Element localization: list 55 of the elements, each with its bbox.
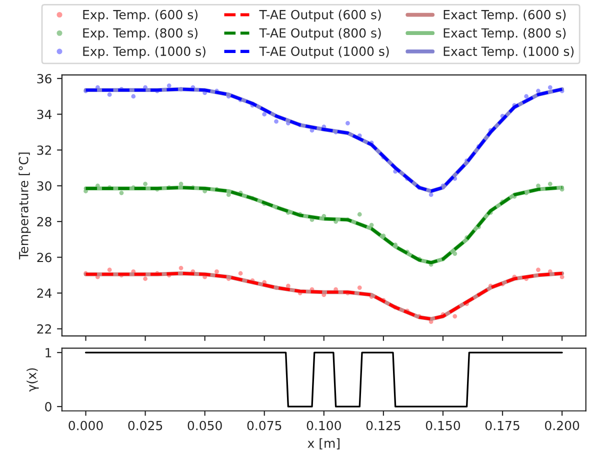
- point: [286, 284, 290, 288]
- point: [166, 83, 172, 88]
- legend-label: T-AE Output (600 s): [259, 10, 381, 22]
- legend-label: Exp. Temp. (600 s): [83, 10, 198, 22]
- y-tick-label: 28: [37, 217, 52, 226]
- x-axis-title: x [m]: [308, 438, 340, 450]
- x-tick-label: 0.175: [485, 420, 520, 430]
- point: [262, 112, 267, 116]
- point: [107, 268, 112, 272]
- y-tick-label: 22: [37, 324, 51, 334]
- y-tick-label: 26: [37, 252, 52, 262]
- legend-label: Exp. Temp. (800 s): [83, 28, 198, 40]
- legend-label: Exact Temp. (1000 s): [444, 46, 574, 58]
- point: [214, 269, 219, 274]
- point: [524, 94, 529, 99]
- y-tick-label: 32: [37, 145, 51, 155]
- point: [274, 119, 278, 124]
- point: [131, 94, 136, 99]
- y-axis-title: Temperature [°C]: [18, 152, 31, 260]
- y-tick-label: 30: [37, 181, 52, 191]
- legend-label: Exact Temp. (800 s): [444, 28, 566, 40]
- point: [536, 88, 540, 94]
- x-tick-label: 0.200: [544, 420, 580, 430]
- point: [357, 212, 362, 217]
- point: [548, 85, 552, 90]
- legend-label: Exact Temp. (600 s): [444, 10, 566, 22]
- point: [178, 266, 184, 270]
- y-axis-title: γ(x): [26, 368, 39, 392]
- point: [536, 268, 540, 272]
- point: [548, 182, 552, 186]
- x-tick-label: 0.150: [426, 420, 460, 430]
- y-tick-label: 24: [37, 288, 52, 298]
- y-tick-label: 1: [46, 348, 52, 358]
- x-tick-label: 0.000: [68, 420, 103, 430]
- point: [107, 92, 112, 97]
- x-tick-label: 0.050: [188, 420, 222, 430]
- point: [119, 190, 124, 196]
- point: [238, 271, 243, 276]
- point: [452, 314, 458, 318]
- point: [357, 285, 362, 290]
- x-tick-label: 0.100: [306, 420, 341, 430]
- point: [428, 192, 434, 197]
- y-tick-label: 0: [45, 402, 52, 412]
- x-tick-label: 0.075: [247, 420, 282, 430]
- y-tick-label: 36: [37, 74, 52, 84]
- y-tick-label: 34: [37, 110, 52, 120]
- x-tick-label: 0.025: [128, 420, 162, 430]
- legend-label: T-AE Output (800 s): [259, 28, 381, 40]
- x-tick-label: 0.125: [366, 420, 400, 430]
- point: [536, 184, 540, 188]
- legend-label: Exp. Temp. (1000 s): [83, 46, 206, 58]
- point: [346, 120, 350, 126]
- point: [143, 276, 148, 281]
- legend-label: T-AE Output (1000 s): [259, 46, 389, 58]
- point: [143, 182, 148, 186]
